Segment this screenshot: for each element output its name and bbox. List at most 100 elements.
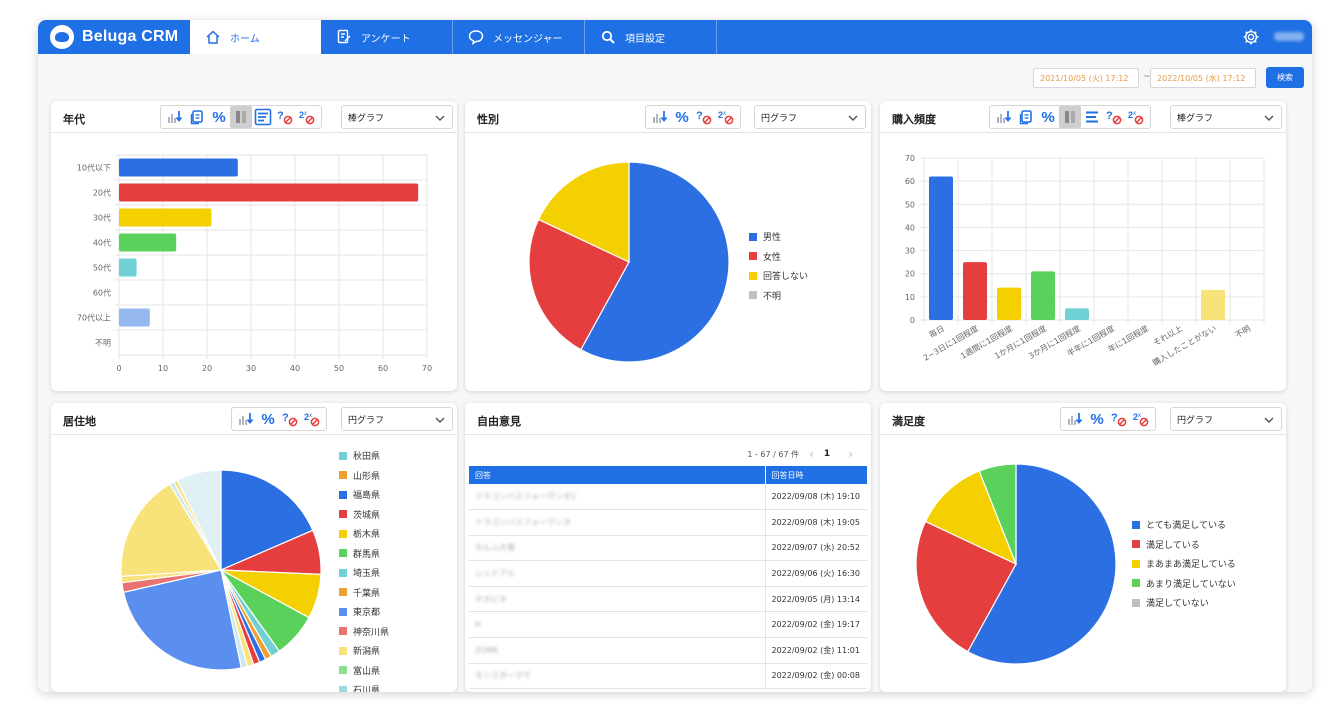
next-page-button[interactable]: ›	[848, 447, 853, 461]
column-header-answer[interactable]: 回答	[469, 466, 765, 484]
chart-type-select[interactable]: 円グラフ	[341, 407, 453, 431]
bar	[119, 258, 137, 277]
legend-item[interactable]: あまり満足していない	[1132, 574, 1236, 594]
tab-home[interactable]: ホーム	[190, 20, 321, 54]
unknown-toggle-icon[interactable]: ?	[1108, 408, 1130, 430]
copy-icon[interactable]	[186, 106, 208, 128]
legend-item[interactable]: 満足していない	[1132, 593, 1236, 613]
top-nav: Beluga CRM ホーム アンケート メッセンジャー 項目設定	[38, 20, 1312, 54]
search-button[interactable]: 検索	[1266, 67, 1304, 88]
chart-type-select[interactable]: 円グラフ	[1170, 407, 1282, 431]
date-from-input[interactable]: 2021/10/05 (火) 17:12	[1033, 68, 1139, 88]
table-row[interactable]: ドラゴンバスフォーヴンタ2 2022/09/08 (木) 19:10	[469, 484, 867, 511]
bar	[119, 158, 238, 177]
table-row[interactable]: レッドアル 2022/09/06 (火) 16:30	[469, 560, 867, 587]
chevron-down-icon	[1264, 115, 1274, 121]
legend-item[interactable]: 女性	[749, 247, 808, 267]
copy-icon[interactable]	[1015, 106, 1037, 128]
legend-item[interactable]: 不明	[749, 286, 808, 306]
table-row[interactable]: ドラゴンバスフォーヴンタ 2022/09/08 (木) 19:05	[469, 509, 867, 536]
legend-item[interactable]: 石川県	[339, 680, 389, 692]
vertical-layout-icon[interactable]	[230, 106, 252, 128]
horizontal-bar-icon[interactable]	[252, 106, 274, 128]
table-row[interactable]: チボビネ 2022/09/05 (月) 13:14	[469, 586, 867, 613]
table-row[interactable]: H 2022/09/02 (金) 19:17	[469, 611, 867, 639]
horizontal-bar-icon[interactable]	[1081, 106, 1103, 128]
legend-item[interactable]: まあまあ満足している	[1132, 554, 1236, 574]
table-row[interactable]: ちんふ大事 2022/09/07 (水) 20:52	[469, 535, 867, 562]
percent-toggle[interactable]: %	[212, 108, 226, 126]
legend-item[interactable]: とても満足している	[1132, 515, 1236, 535]
legend-item[interactable]: 群馬県	[339, 544, 389, 564]
sort-icon[interactable]	[649, 106, 671, 128]
legend-item[interactable]: 埼玉県	[339, 563, 389, 583]
x-tick-label: 70	[422, 364, 432, 373]
tab-survey[interactable]: アンケート	[321, 20, 453, 54]
legend-item[interactable]: 新潟県	[339, 641, 389, 661]
chart-type-select[interactable]: 棒グラフ	[1170, 105, 1282, 129]
legend-item[interactable]: 千葉県	[339, 583, 389, 603]
legend-swatch	[339, 490, 347, 499]
answer-cell: ZOME	[469, 637, 765, 664]
chart-type-select[interactable]: 棒グラフ	[341, 105, 453, 129]
tab-messenger[interactable]: メッセンジャー	[453, 20, 585, 54]
sort-icon[interactable]	[993, 106, 1015, 128]
percent-toggle[interactable]: %	[675, 108, 689, 126]
table-row[interactable]: ZOME 2022/09/02 (金) 11:01	[469, 637, 867, 664]
x-tick-label: 60	[378, 364, 388, 373]
chart-type-select[interactable]: 円グラフ	[754, 105, 866, 129]
date-cell: 2022/09/07 (水) 20:52	[764, 535, 867, 562]
legend-item[interactable]: 満足している	[1132, 535, 1236, 555]
age-bar-chart: 0 10 20 30 40 50 60 70 10代以下 20代 30代 40代 50代 60代 70代以上…	[77, 154, 432, 373]
date-to-input[interactable]: 2022/10/05 (水) 17:12	[1150, 68, 1256, 88]
legend-swatch	[339, 549, 347, 558]
logo[interactable]: Beluga CRM	[38, 20, 190, 54]
vertical-layout-icon[interactable]	[1059, 106, 1081, 128]
legend-item[interactable]: 茨城県	[339, 505, 389, 525]
legend-swatch	[339, 646, 347, 655]
legend-item[interactable]: 富山県	[339, 661, 389, 681]
tab-survey-label: アンケート	[361, 33, 411, 45]
sort-icon[interactable]	[1064, 408, 1086, 430]
legend-item[interactable]: 山形県	[339, 466, 389, 486]
percent-toggle[interactable]: %	[1090, 410, 1104, 428]
legend-item[interactable]: 男性	[749, 227, 808, 247]
tab-home-label: ホーム	[230, 33, 260, 45]
sort-icon[interactable]	[164, 106, 186, 128]
legend-item[interactable]: 神奈川県	[339, 622, 389, 642]
pie-slice	[176, 469, 222, 571]
legend-label: 群馬県	[353, 549, 381, 560]
column-header-date[interactable]: 回答日時	[764, 466, 867, 484]
legend-swatch	[339, 510, 347, 519]
legend-item[interactable]: 秋田県	[339, 446, 389, 466]
tab-field-settings[interactable]: 項目設定	[585, 20, 717, 54]
unknown-toggle-icon[interactable]: ?	[693, 106, 715, 128]
gender-pie-chart	[528, 161, 730, 363]
prev-page-button[interactable]: ‹	[809, 447, 814, 461]
legend-swatch	[339, 529, 347, 538]
sort-icon[interactable]	[235, 408, 257, 430]
legend-item[interactable]: 回答しない	[749, 266, 808, 286]
legend-item[interactable]: 栃木県	[339, 524, 389, 544]
unknown-toggle-icon[interactable]: ?	[274, 106, 296, 128]
percent-toggle[interactable]: %	[1041, 108, 1055, 126]
legend-item[interactable]: 東京都	[339, 602, 389, 622]
unknown-toggle-icon[interactable]: ?	[279, 408, 301, 430]
y-tick-label: 30代	[93, 213, 111, 223]
legend-item[interactable]: 福島県	[339, 485, 389, 505]
unknown-toggle-icon[interactable]: ?	[1103, 106, 1125, 128]
svg-text:x: x	[723, 111, 726, 117]
user-menu[interactable]	[1274, 32, 1304, 41]
percent-toggle[interactable]: %	[261, 410, 275, 428]
current-page[interactable]: 1	[823, 449, 831, 459]
table-row[interactable]: モンスターマサ 2022/09/02 (金) 00:08	[469, 663, 867, 690]
gear-icon[interactable]	[1242, 28, 1260, 46]
